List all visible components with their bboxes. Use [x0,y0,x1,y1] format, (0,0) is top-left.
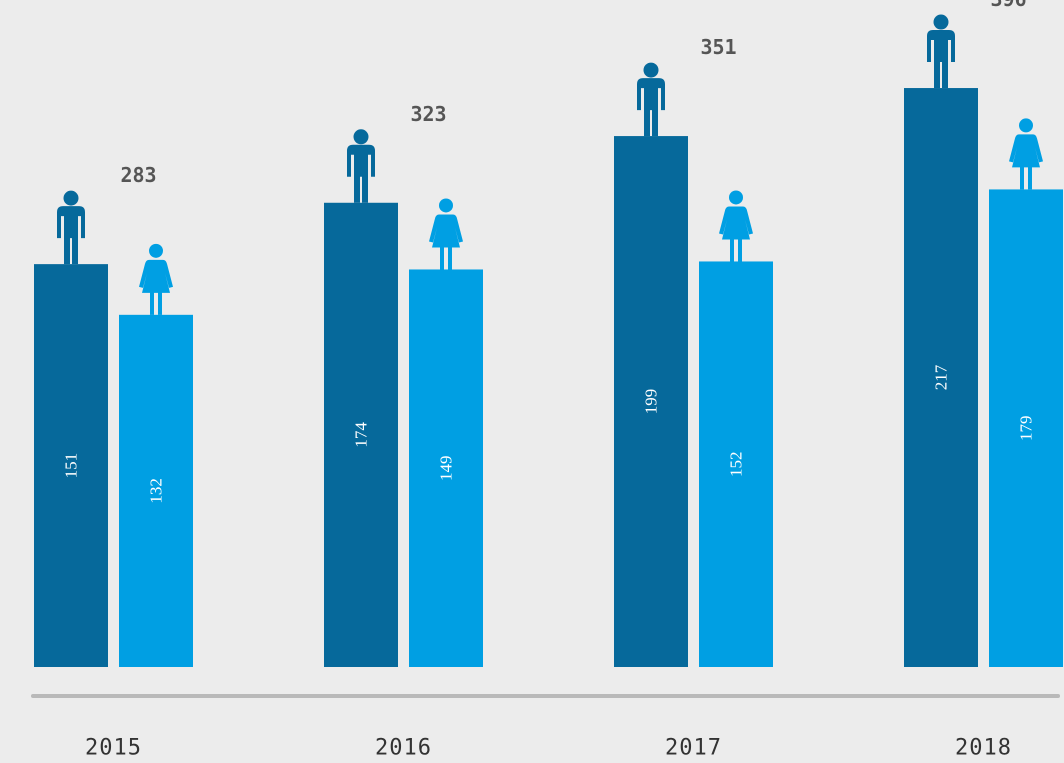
icon-head [933,14,949,30]
bar [614,136,688,667]
x-tick-label: 2017 [665,736,722,761]
total-label: 283 [120,163,156,187]
bar [119,314,193,667]
icon-body [637,78,665,137]
man-icon [927,14,955,89]
icon-body [139,259,173,315]
woman-icon [139,243,173,315]
value-label: 151 [62,453,81,479]
man-icon [347,129,375,203]
icon-head [353,129,369,145]
total-label: 351 [700,35,736,59]
icon-body [347,144,375,203]
value-label: 199 [642,389,661,415]
icon-body [719,206,753,262]
x-tick-label: 2018 [955,736,1012,761]
icon-head [149,243,163,258]
value-label: 217 [932,364,951,390]
icon-body [429,214,463,270]
woman-icon [719,190,753,262]
icon-body [1009,134,1043,190]
icon-body [927,30,955,89]
bar [699,261,773,667]
icon-head [729,190,743,205]
value-label: 174 [352,422,371,448]
total-label: 396 [990,0,1026,11]
x-tick-label: 2016 [375,736,432,761]
man-icon [637,62,665,137]
woman-icon [429,198,463,270]
icon-body [57,206,85,265]
total-label: 323 [410,102,446,126]
icon-head [63,190,79,206]
value-label: 149 [437,455,456,481]
x-tick-label: 2015 [85,736,142,761]
value-label: 152 [727,451,746,477]
bar [989,189,1063,668]
icon-head [643,62,659,78]
value-label: 132 [147,478,166,504]
value-label: 179 [1017,415,1036,441]
man-icon [57,190,85,265]
bar [904,88,978,667]
icon-head [439,198,453,213]
bar [409,269,483,667]
bar [324,202,398,667]
icon-head [1019,118,1033,133]
woman-icon [1009,118,1043,190]
bar [34,264,108,667]
